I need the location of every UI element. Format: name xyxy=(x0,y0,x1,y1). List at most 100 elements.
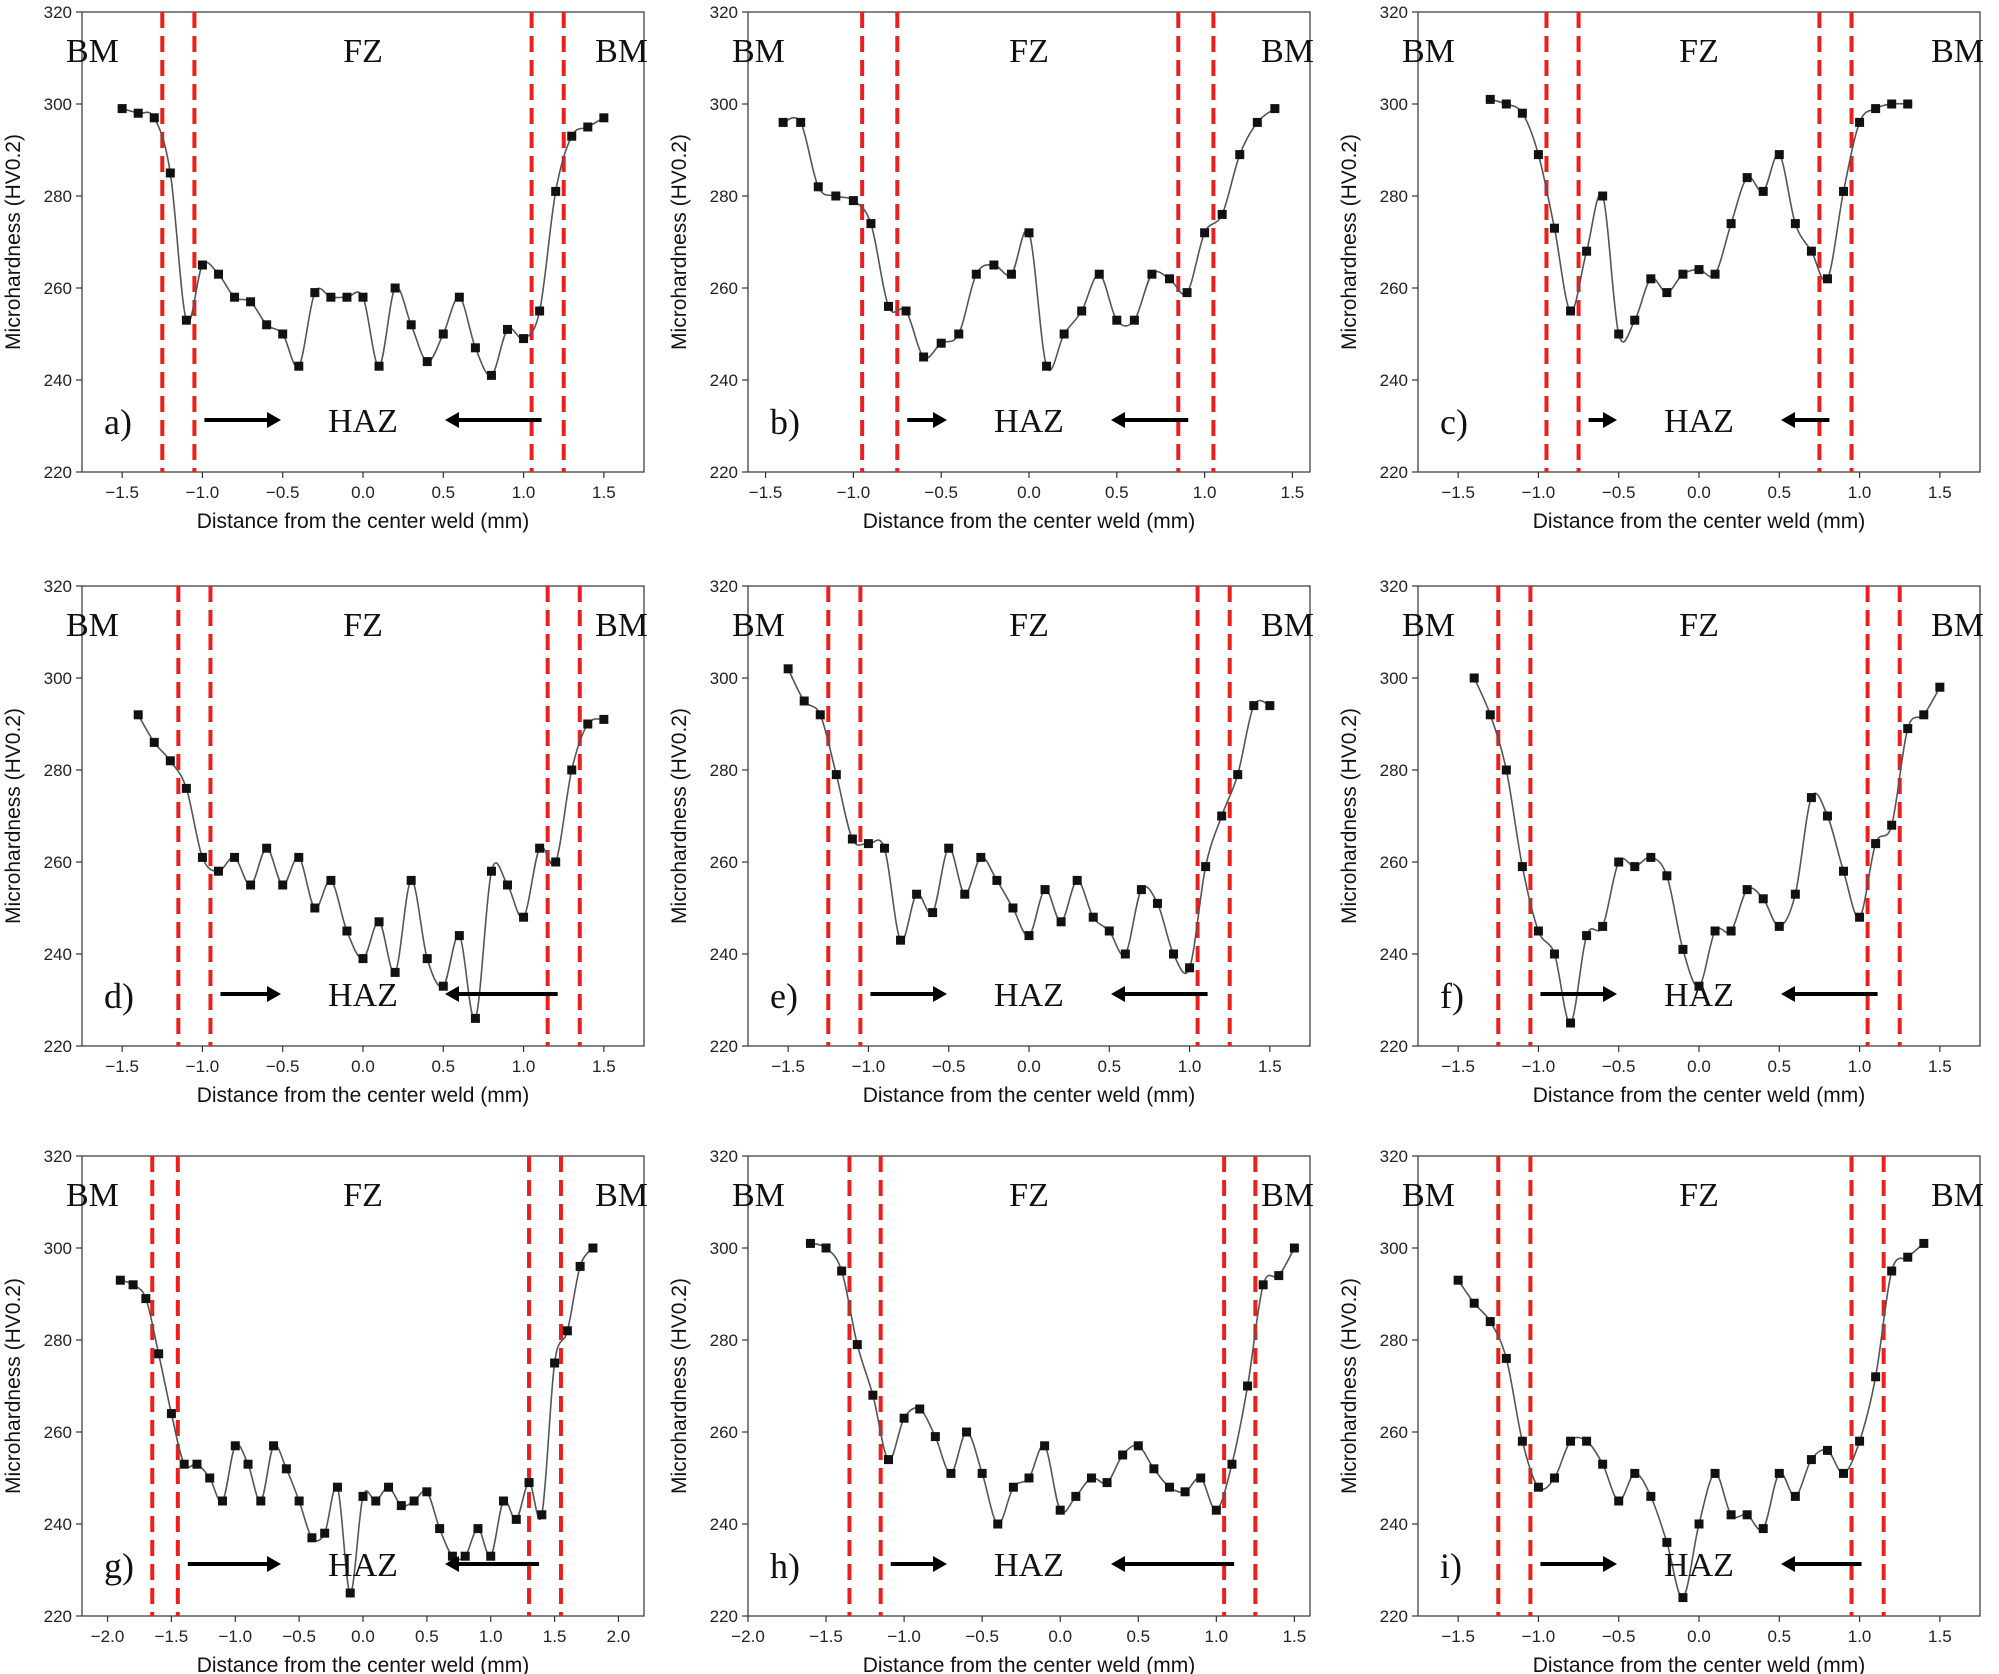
x-tick-label: −0.5 xyxy=(266,483,300,502)
data-point xyxy=(1614,857,1624,867)
data-point xyxy=(342,926,352,936)
data-point xyxy=(1501,99,1511,109)
data-point xyxy=(1726,1510,1736,1520)
bm-right-label: BM xyxy=(1931,1177,1984,1214)
data-point xyxy=(535,306,545,316)
data-point xyxy=(1211,1505,1221,1515)
arrowhead-right xyxy=(933,1556,947,1572)
bm-left-label: BM xyxy=(1402,33,1455,70)
x-tick-label: −2.0 xyxy=(731,1627,765,1646)
data-point xyxy=(409,1496,419,1506)
data-point xyxy=(511,1514,521,1524)
data-point xyxy=(278,880,288,890)
x-tick-label: 1.5 xyxy=(592,483,616,502)
data-point xyxy=(1485,710,1495,720)
y-axis-label: Microhardness (HV0.2) xyxy=(668,134,691,350)
data-point xyxy=(1566,1436,1576,1446)
data-point xyxy=(778,117,788,127)
panel-h: 220 240 260 280 300 320 −2.0 −1.5 −1.0 −0.5 0.0 0.5… xyxy=(668,1147,1314,1674)
data-point xyxy=(1822,274,1832,284)
data-point xyxy=(486,866,496,876)
bm-right-label: BM xyxy=(1261,1177,1314,1214)
x-tick-label: 1.0 xyxy=(1848,1627,1872,1646)
data-point xyxy=(133,710,143,720)
data-point xyxy=(1008,1482,1018,1492)
data-point xyxy=(1270,104,1280,114)
data-point xyxy=(1855,117,1865,127)
y-tick-label: 300 xyxy=(710,669,738,688)
data-point xyxy=(1678,1593,1688,1603)
data-point xyxy=(1112,315,1122,325)
data-point xyxy=(406,320,416,330)
data-point xyxy=(1710,269,1720,279)
arrowhead-right xyxy=(933,986,947,1002)
data-point xyxy=(165,756,175,766)
panel-a: 220 240 260 280 300 320 −1.5 −1.0 −0.5 0.0 0.5 1.0 1… xyxy=(2,3,648,533)
y-tick-label: 300 xyxy=(1380,1239,1408,1258)
haz-label: HAZ xyxy=(994,1547,1064,1584)
data-point xyxy=(1088,912,1098,922)
x-tick-label: −1.0 xyxy=(1522,1057,1556,1076)
y-axis-label: Microhardness (HV0.2) xyxy=(2,1278,25,1494)
data-point xyxy=(1919,1238,1929,1248)
data-point xyxy=(294,852,304,862)
data-point xyxy=(1758,1524,1768,1534)
y-tick-label: 280 xyxy=(44,1331,72,1350)
data-point xyxy=(919,352,929,362)
x-tick-label: 2.0 xyxy=(607,1627,631,1646)
x-axis-label: Distance from the center weld (mm) xyxy=(1533,1654,1866,1674)
data-point xyxy=(936,338,946,348)
data-point xyxy=(1935,682,1945,692)
x-tick-label: −0.5 xyxy=(1602,483,1636,502)
data-point xyxy=(1662,288,1672,298)
x-tick-label: −0.5 xyxy=(965,1627,999,1646)
data-point xyxy=(962,1427,972,1437)
data-point xyxy=(269,1441,279,1451)
data-point xyxy=(1694,1519,1704,1529)
data-point xyxy=(1871,1372,1881,1382)
data-point xyxy=(1165,274,1174,284)
data-point xyxy=(954,329,964,339)
data-point xyxy=(358,954,368,964)
data-point xyxy=(422,954,432,964)
arrowhead-right xyxy=(1603,412,1617,428)
data-point xyxy=(575,1261,585,1271)
y-tick-label: 240 xyxy=(44,945,72,964)
data-point xyxy=(796,117,806,127)
data-point xyxy=(374,917,384,927)
x-axis-label: Distance from the center weld (mm) xyxy=(197,1084,530,1107)
x-tick-label: 0.5 xyxy=(1767,1627,1791,1646)
panel-letter: b) xyxy=(770,402,800,442)
y-tick-label: 320 xyxy=(44,577,72,596)
x-tick-label: −1.5 xyxy=(105,483,139,502)
data-point xyxy=(1549,949,1559,959)
x-tick-label: 0.0 xyxy=(1687,483,1711,502)
arrowhead-left xyxy=(1781,412,1795,428)
x-tick-label: −1.5 xyxy=(1441,1057,1475,1076)
data-point xyxy=(243,1459,253,1469)
y-tick-label: 220 xyxy=(44,1037,72,1056)
data-point xyxy=(1839,866,1849,876)
data-point xyxy=(1822,1445,1832,1455)
data-point xyxy=(993,1519,1003,1529)
x-tick-label: 0.0 xyxy=(1017,1057,1041,1076)
data-point xyxy=(519,334,529,344)
data-point xyxy=(307,1533,317,1543)
bm-right-label: BM xyxy=(595,607,648,644)
y-tick-label: 220 xyxy=(710,1607,738,1626)
data-point xyxy=(1903,724,1913,734)
data-point xyxy=(1630,1468,1640,1478)
data-point xyxy=(1919,710,1929,720)
data-point xyxy=(1694,265,1704,275)
y-axis-label: Microhardness (HV0.2) xyxy=(1338,1278,1361,1494)
y-tick-label: 260 xyxy=(44,1423,72,1442)
y-tick-label: 280 xyxy=(710,1331,738,1350)
panel-letter: i) xyxy=(1440,1546,1462,1586)
data-point xyxy=(1871,104,1881,114)
x-tick-label: 1.0 xyxy=(479,1627,503,1646)
x-tick-label: −0.5 xyxy=(1602,1057,1636,1076)
data-point xyxy=(1182,288,1192,298)
panel-letter: f) xyxy=(1440,976,1464,1016)
bm-left-label: BM xyxy=(66,607,119,644)
panel-b: 220 240 260 280 300 320 −1.5 −1.0 −0.5 0.0 0.5 1.0 1… xyxy=(668,3,1314,533)
